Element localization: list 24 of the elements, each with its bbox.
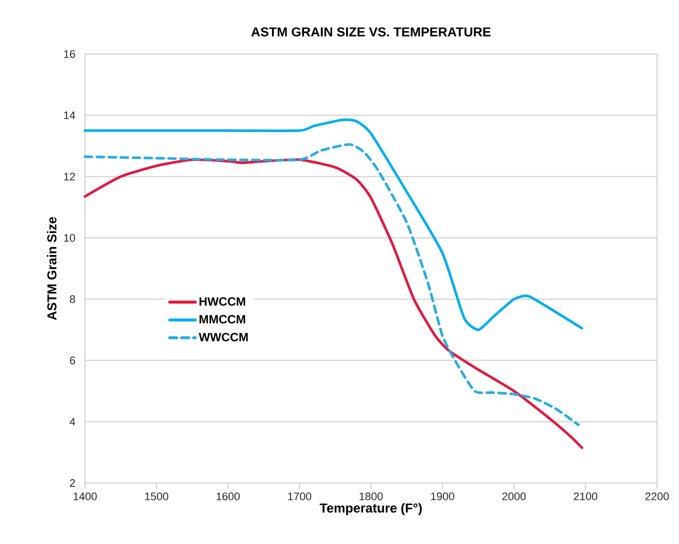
x-tick-label: 1900 (431, 492, 454, 500)
x-tick-label: 2200 (645, 492, 669, 500)
y-tick-label: 10 (64, 234, 76, 242)
y-tick-label: 12 (64, 172, 75, 180)
x-axis-title: Temperature (F°) (320, 503, 422, 516)
y-tick-label: 4 (70, 418, 76, 426)
legend-label: WWCCM (198, 332, 248, 342)
legend-label: HWCCM (200, 297, 246, 306)
y-tick-label: 16 (64, 50, 76, 58)
x-tick-label: 2100 (574, 492, 598, 500)
y-axis-title: ASTM Grain Size (46, 217, 56, 320)
x-tick-label: 1500 (145, 492, 168, 500)
chart-title: ASTM GRAIN SIZE VS. TEMPERATURE (251, 27, 491, 36)
x-tick-label: 1600 (216, 492, 240, 500)
line-series (84, 118, 584, 332)
x-tick-label: 2000 (502, 492, 526, 500)
x-tick-label: 1700 (288, 492, 312, 500)
x-tick-label: 1400 (74, 492, 97, 500)
y-tick-label: 6 (70, 356, 76, 364)
y-tick-label: 2 (70, 479, 75, 487)
legend-label: MMCCM (200, 315, 246, 324)
x-tick-label: 1800 (360, 492, 383, 500)
y-tick-label: 8 (70, 295, 76, 304)
y-tick-label: 14 (64, 112, 76, 120)
